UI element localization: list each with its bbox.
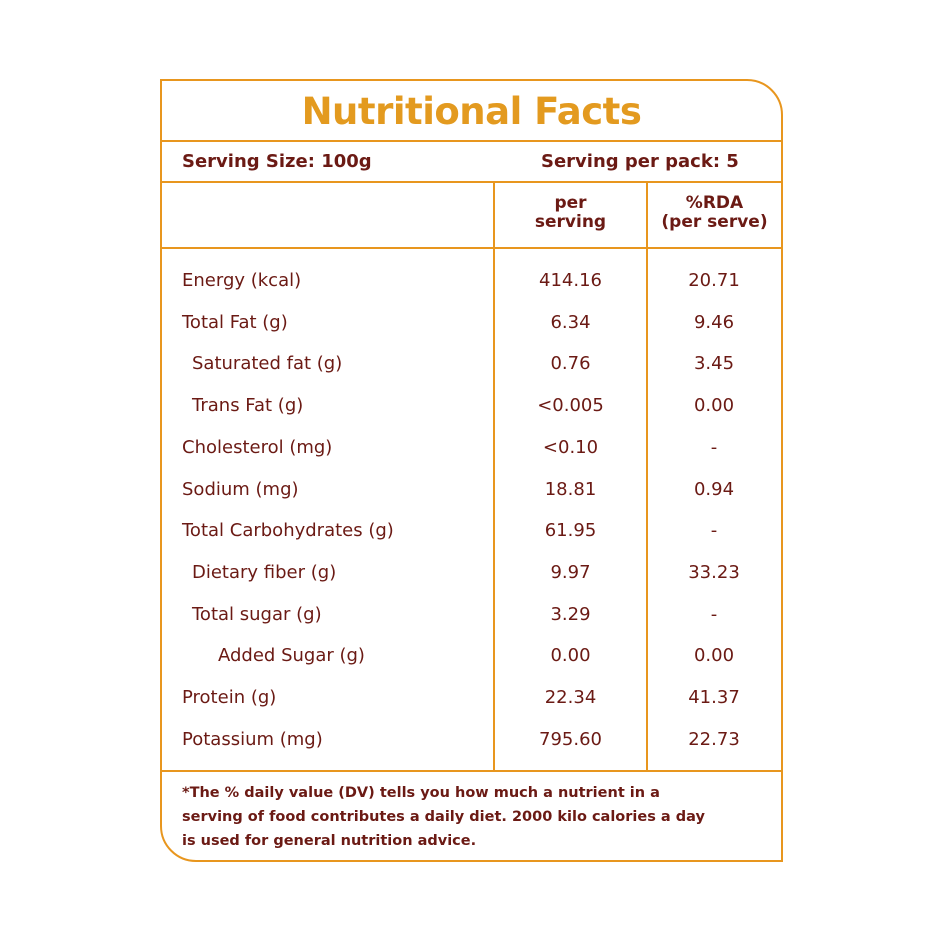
rda-value: 20.71 (688, 270, 740, 291)
footnote: *The % daily value (DV) tells you how mu… (182, 785, 705, 849)
rda-value: 3.45 (693, 353, 735, 375)
nutrient-label: Potassium (mg) (182, 728, 323, 750)
per-serving-value: 795.60 (539, 728, 602, 750)
rda-value: - (710, 436, 718, 458)
table-row: Trans Fat (g) <0.005 0.00 (162, 385, 781, 427)
per-serving-value: 6.34 (550, 311, 591, 333)
table-row: Protein (g) 22.34 41.37 (162, 677, 781, 719)
nutrition-facts-panel: Nutritional Facts Serving Size: 100g Ser… (160, 79, 783, 862)
rda-value: - (710, 603, 718, 625)
nutrient-label: Cholesterol (mg) (182, 436, 333, 458)
divider (162, 247, 781, 249)
header-rda: %RDA (per serve) (648, 194, 781, 232)
table-row: Added Sugar (g) 0.00 0.00 (162, 635, 781, 677)
rda-value: 0.00 (693, 645, 735, 667)
nutrient-label: Total Carbohydrates (g) (182, 520, 394, 542)
column-divider (493, 182, 495, 772)
header-per-serving: per serving (495, 194, 646, 232)
divider (162, 140, 781, 142)
rda-value: 0.94 (693, 478, 735, 500)
panel-title: Nutritional Facts (301, 90, 642, 133)
nutrient-label: Total sugar (g) (192, 603, 322, 625)
header-line: %RDA (685, 193, 744, 213)
table-row: Total Fat (g) 6.34 9.46 (162, 302, 781, 344)
table-row: Sodium (mg) 18.81 0.94 (162, 469, 781, 511)
nutrient-label: Protein (g) (182, 687, 277, 708)
serving-per-pack: Serving per pack: 5 (541, 151, 739, 172)
serving-size: Serving Size: 100g (182, 151, 372, 172)
nutrient-label: Energy (kcal) (182, 270, 302, 291)
column-divider (646, 182, 648, 772)
table-row: Total sugar (g) 3.29 - (162, 594, 781, 636)
table-row: Dietary fiber (g) 9.97 33.23 (162, 552, 781, 594)
table-row: Saturated fat (g) 0.76 3.45 (162, 343, 781, 385)
rda-value: 0.00 (693, 395, 735, 417)
per-serving-value: 0.00 (550, 645, 591, 667)
per-serving-value: 414.16 (539, 270, 602, 291)
table-row: Cholesterol (mg) <0.10 - (162, 427, 781, 469)
nutrient-label: Sodium (mg) (182, 478, 299, 500)
table-row: Potassium (mg) 795.60 22.73 (162, 719, 781, 761)
nutrient-label: Added Sugar (g) (218, 645, 365, 667)
divider (162, 181, 781, 183)
nutrient-label: Saturated fat (g) (192, 353, 343, 375)
per-serving-value: 22.34 (544, 687, 597, 708)
per-serving-value: 61.95 (544, 520, 597, 542)
nutrient-label: Dietary fiber (g) (192, 561, 337, 583)
per-serving-value: 0.76 (550, 353, 591, 375)
per-serving-value: 9.97 (550, 561, 591, 583)
header-line: (per serve) (661, 212, 768, 232)
header-line: per (554, 193, 587, 213)
per-serving-value: 3.29 (550, 603, 591, 625)
nutrient-label: Total Fat (g) (182, 311, 288, 333)
rda-value: 41.37 (688, 687, 740, 708)
rda-value: 22.73 (688, 728, 740, 750)
table-row: Energy (kcal) 414.16 20.71 (162, 260, 781, 302)
rda-value: 33.23 (688, 561, 740, 583)
divider (162, 770, 781, 772)
table-row: Total Carbohydrates (g) 61.95 - (162, 510, 781, 552)
per-serving-value: 18.81 (544, 478, 597, 500)
per-serving-value: <0.005 (537, 395, 604, 417)
rda-value: - (710, 520, 718, 542)
rda-value: 9.46 (693, 311, 735, 333)
nutrient-label: Trans Fat (g) (192, 395, 304, 417)
per-serving-value: <0.10 (542, 436, 599, 458)
header-line: serving (534, 212, 607, 232)
